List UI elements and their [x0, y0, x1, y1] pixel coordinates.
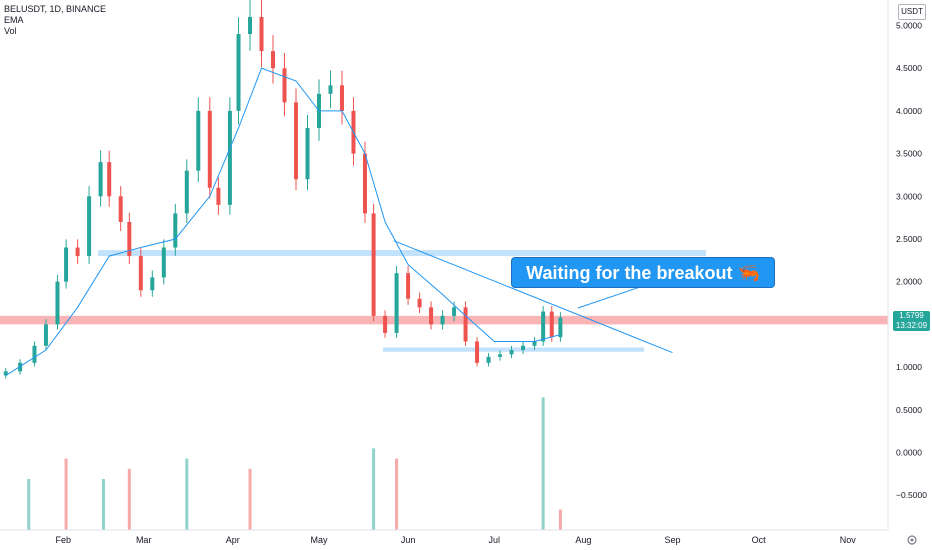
callout-pointer: [577, 286, 641, 309]
candle-body: [207, 110, 212, 188]
candle-body: [452, 307, 457, 316]
candle-body: [259, 16, 264, 52]
ema-legend[interactable]: EMA: [4, 15, 24, 25]
price-tick-label: 4.5000: [896, 63, 922, 73]
price-tick-label: 1.0000: [896, 362, 922, 372]
volume-bar: [185, 458, 189, 530]
candle-body: [305, 127, 310, 180]
volume-bar: [372, 448, 376, 530]
candle-body: [43, 324, 48, 346]
price-tick-label: 2.5000: [896, 234, 922, 244]
price-tick-label: 3.5000: [896, 149, 922, 159]
candle-body: [98, 162, 103, 197]
last-price-tag: 1.5799 13:32:09: [893, 311, 930, 331]
candle-body: [118, 196, 123, 222]
candle-body: [87, 196, 92, 257]
symbol-title[interactable]: BELUSDT, 1D, BINANCE: [4, 4, 107, 14]
price-tick-label: 0.5000: [896, 405, 922, 415]
candle-body: [107, 162, 112, 197]
month-tick-label: Feb: [55, 535, 71, 545]
candle-body: [216, 187, 221, 205]
candle-body: [440, 315, 445, 325]
candle-body: [138, 256, 143, 291]
candle-body: [371, 213, 376, 316]
candle-body: [475, 341, 480, 363]
candle-body: [486, 356, 491, 363]
month-tick-label: Aug: [575, 535, 591, 545]
candle-body: [541, 311, 546, 342]
month-tick-label: Sep: [664, 535, 680, 545]
chart-legend: BELUSDT, 1D, BINANCE EMA Vol: [4, 4, 106, 37]
support-zone-2[interactable]: [383, 347, 644, 352]
month-tick-label: Nov: [840, 535, 857, 545]
currency-unit-badge[interactable]: USDT: [898, 4, 926, 20]
time-axis-labels: Feb Mar Apr May Jun Jul Aug Sep Oct Nov: [55, 535, 856, 545]
volume-bar: [558, 509, 562, 530]
candle-body: [558, 317, 563, 338]
candle-body: [294, 102, 298, 180]
bar-countdown: 13:32:09: [895, 321, 928, 330]
candle-body: [328, 85, 333, 94]
price-axis-labels: 5.0000 4.5000 4.0000 3.5000 3.0000 2.5000 2.00…: [896, 21, 927, 501]
candle-body: [227, 110, 232, 205]
price-tick-label: 4.0000: [896, 106, 922, 116]
candle-body: [339, 85, 344, 111]
candle-body: [282, 68, 287, 103]
candle-body: [161, 247, 166, 278]
candle-body: [64, 247, 69, 282]
candle-body: [383, 315, 388, 333]
candle-body: [498, 354, 503, 357]
candle-body: [236, 34, 241, 111]
candle-body: [32, 345, 37, 363]
month-tick-label: Oct: [752, 535, 767, 545]
price-tick-label: 3.0000: [896, 191, 922, 201]
candle-body: [196, 110, 201, 171]
month-tick-label: Jun: [401, 535, 416, 545]
volume-bars: [27, 397, 562, 530]
last-price: 1.5799: [899, 311, 924, 320]
month-tick-label: Mar: [136, 535, 152, 545]
candle-body: [184, 170, 189, 214]
trendline: [393, 240, 673, 354]
volume-bar: [101, 479, 105, 530]
candle-body: [362, 153, 367, 214]
candle-body: [429, 307, 434, 325]
vol-legend[interactable]: Vol: [4, 26, 17, 36]
price-tick-label: −0.5000: [896, 490, 927, 500]
volume-bar: [27, 479, 31, 530]
month-tick-label: Apr: [226, 535, 240, 545]
month-tick-label: May: [310, 535, 328, 545]
price-tick-label: 2.0000: [896, 277, 922, 287]
ema-line: [5, 67, 561, 377]
candle-body: [417, 298, 422, 308]
candle-body: [55, 281, 60, 325]
candle-body: [150, 277, 155, 291]
candle-body: [509, 350, 514, 355]
candle-body: [75, 247, 80, 257]
breakout-callout[interactable]: Waiting for the breakout 🦐: [511, 257, 775, 288]
candle-body: [248, 16, 253, 35]
volume-bar: [64, 458, 68, 530]
candle-body: [127, 221, 132, 257]
settings-icon[interactable]: [907, 535, 917, 545]
candle-body: [18, 362, 23, 372]
candle-body: [406, 273, 411, 299]
volume-bar: [395, 458, 399, 530]
candle-body: [394, 273, 399, 333]
volume-bar: [127, 468, 131, 530]
candle-body: [521, 345, 526, 351]
price-tick-label: 0.0000: [896, 448, 922, 458]
month-tick-label: Jul: [489, 535, 501, 545]
price-tick-label: 5.0000: [896, 21, 922, 31]
candle-body: [549, 311, 554, 338]
candle-body: [532, 341, 537, 346]
candle-body: [463, 307, 468, 342]
candle-body: [271, 51, 276, 69]
volume-bar: [541, 397, 545, 530]
volume-bar: [248, 468, 252, 530]
candle-body: [173, 213, 178, 248]
candle-body: [3, 371, 8, 376]
